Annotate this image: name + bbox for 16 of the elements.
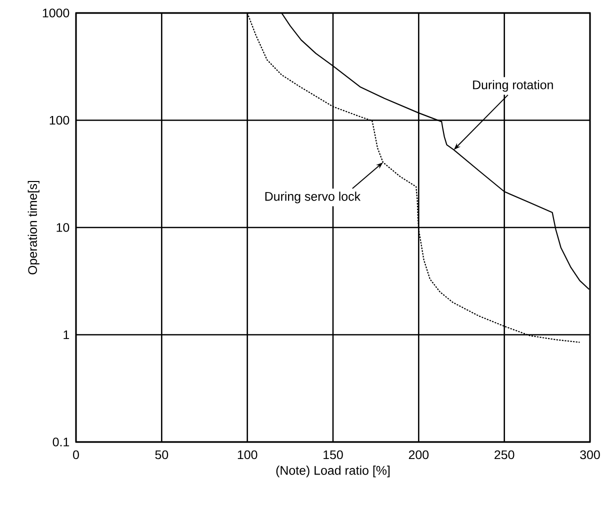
y-tick-label: 10 xyxy=(56,223,70,232)
x-tick-label: 0 xyxy=(73,450,79,460)
annotation: During servo lock xyxy=(265,192,361,204)
x-tick-label: 300 xyxy=(580,450,600,460)
annotation: During rotation xyxy=(473,80,553,92)
y-tick-label: 1000 xyxy=(42,8,70,18)
y-tick-label: 100 xyxy=(50,116,70,125)
y-tick-label: 0.1 xyxy=(52,438,70,446)
x-axis-title: (Note) Load ratio [%] xyxy=(276,466,390,478)
y-axis-title: Operation time[s] xyxy=(28,180,40,274)
y-tick-label: 1 xyxy=(64,330,70,340)
x-tick-label: 50 xyxy=(155,450,168,460)
x-tick-label: 100 xyxy=(238,450,258,460)
x-tick-label: 200 xyxy=(408,450,429,460)
x-tick-label: 150 xyxy=(324,450,343,460)
x-tick-label: 250 xyxy=(494,450,514,460)
